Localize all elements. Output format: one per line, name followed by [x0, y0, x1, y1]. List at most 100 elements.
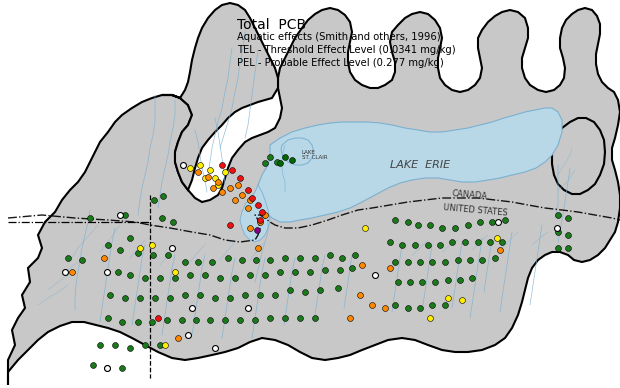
Point — [417, 279, 427, 285]
Point — [300, 289, 310, 295]
Point — [117, 319, 127, 325]
Point — [255, 217, 265, 223]
Point — [335, 267, 345, 273]
Point — [250, 317, 260, 323]
Point — [200, 272, 210, 278]
Point — [113, 269, 123, 275]
Point — [437, 225, 447, 231]
Point — [103, 242, 113, 248]
Text: Total  PCB: Total PCB — [237, 18, 306, 32]
Point — [208, 185, 218, 191]
Point — [167, 245, 177, 251]
Point — [443, 277, 453, 283]
Point — [390, 217, 400, 223]
Point — [125, 272, 135, 278]
Point — [490, 255, 500, 261]
Polygon shape — [281, 138, 314, 165]
Point — [460, 239, 470, 245]
Point — [148, 252, 158, 258]
Point — [247, 195, 257, 201]
Point — [251, 257, 261, 263]
Point — [440, 302, 450, 308]
Point — [165, 295, 175, 301]
Point — [205, 167, 215, 173]
Point — [287, 157, 297, 163]
Point — [195, 292, 205, 298]
Point — [213, 179, 223, 185]
Point — [347, 265, 357, 271]
Point — [380, 305, 390, 311]
Point — [225, 295, 235, 301]
Point — [455, 277, 465, 283]
Point — [370, 272, 380, 278]
Point — [430, 279, 440, 285]
Text: Aquatic effects (Smith and others, 1996): Aquatic effects (Smith and others, 1996) — [237, 32, 441, 42]
Point — [213, 182, 223, 188]
Point — [285, 287, 295, 293]
Point — [160, 342, 170, 348]
Point — [385, 239, 395, 245]
Point — [403, 305, 413, 311]
Point — [85, 215, 95, 221]
Point — [245, 197, 255, 203]
Point — [270, 292, 280, 298]
Text: LAKE  ERIE: LAKE ERIE — [390, 160, 450, 170]
Point — [447, 239, 457, 245]
Point — [163, 252, 173, 258]
Point — [125, 235, 135, 241]
Text: CANADA: CANADA — [452, 189, 489, 201]
Point — [253, 245, 263, 251]
Point — [200, 175, 210, 181]
Point — [295, 255, 305, 261]
Point — [333, 285, 343, 291]
Point — [260, 212, 270, 218]
Point — [237, 257, 247, 263]
Point — [135, 245, 145, 251]
Point — [135, 295, 145, 301]
Point — [500, 217, 510, 223]
Point — [168, 219, 178, 225]
Point — [473, 239, 483, 245]
Point — [393, 279, 403, 285]
Point — [475, 219, 485, 225]
Point — [225, 222, 235, 228]
Point — [88, 362, 98, 368]
Point — [149, 197, 159, 203]
Point — [158, 193, 168, 199]
Point — [150, 295, 160, 301]
Point — [180, 292, 190, 298]
Point — [240, 292, 250, 298]
Point — [553, 212, 563, 218]
Point — [390, 302, 400, 308]
Point — [230, 275, 240, 281]
Point — [217, 189, 227, 195]
Point — [235, 317, 245, 323]
Polygon shape — [258, 108, 562, 222]
Point — [185, 272, 195, 278]
Point — [425, 222, 435, 228]
Point — [397, 242, 407, 248]
Point — [155, 275, 165, 281]
Point — [60, 269, 70, 275]
Point — [260, 160, 270, 166]
Point — [253, 202, 263, 208]
Point — [485, 239, 495, 245]
Point — [415, 259, 425, 265]
Point — [155, 342, 165, 348]
Point — [553, 245, 563, 251]
Point — [280, 255, 290, 261]
Point — [272, 159, 282, 165]
Point — [367, 302, 377, 308]
Point — [110, 342, 120, 348]
Point — [275, 160, 285, 166]
Text: TEL - Threshold Effect Level (0.0341 mg/kg): TEL - Threshold Effect Level (0.0341 mg/… — [237, 45, 456, 55]
Point — [125, 345, 135, 351]
Point — [255, 292, 265, 298]
Point — [280, 315, 290, 321]
Point — [413, 222, 423, 228]
Point — [435, 242, 445, 248]
Point — [133, 250, 143, 256]
Point — [385, 265, 395, 271]
Point — [217, 162, 227, 168]
Point — [117, 365, 127, 371]
